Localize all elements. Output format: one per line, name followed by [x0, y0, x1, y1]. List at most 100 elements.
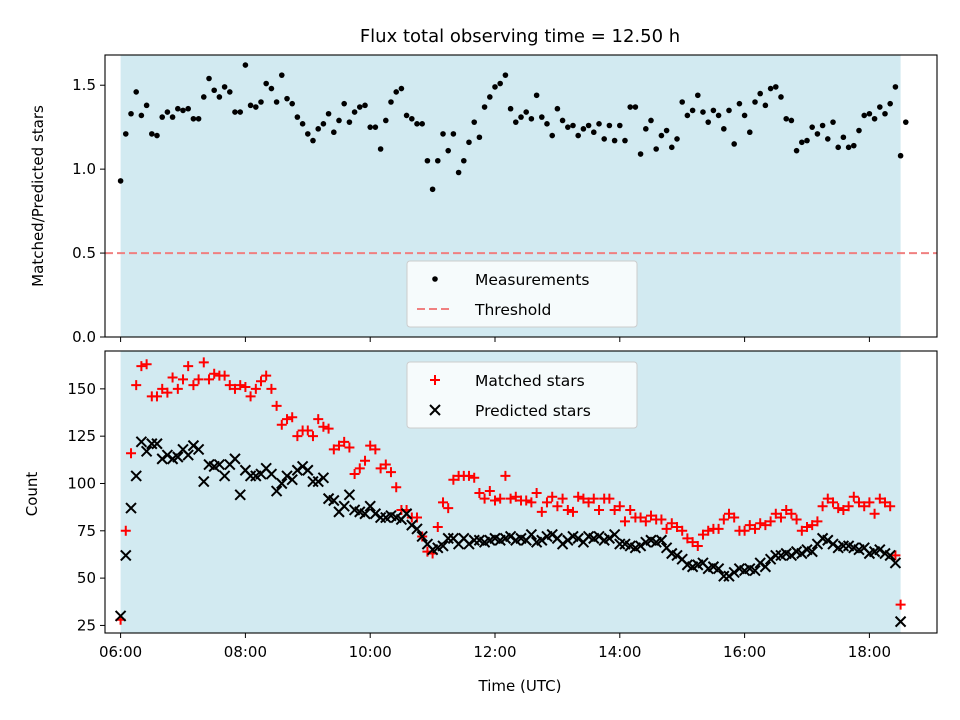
- data-point: [536, 506, 547, 517]
- data-point: [721, 126, 727, 132]
- data-point: [307, 475, 319, 488]
- data-point: [619, 516, 630, 527]
- data-point: [500, 470, 511, 481]
- data-point: [305, 131, 311, 137]
- data-point: [474, 487, 485, 498]
- data-point: [198, 475, 210, 488]
- data-point: [523, 109, 529, 115]
- y-tick-label: 0.5: [72, 244, 96, 262]
- data-point: [149, 131, 155, 137]
- data-point: [715, 112, 722, 119]
- data-point: [258, 99, 264, 105]
- data-point: [318, 421, 329, 432]
- data-point: [786, 508, 797, 519]
- data-point: [432, 522, 443, 533]
- data-point: [682, 533, 693, 544]
- data-point: [552, 501, 563, 512]
- data-point: [765, 516, 776, 527]
- data-point: [689, 107, 696, 114]
- data-point: [643, 126, 649, 132]
- data-point: [227, 89, 233, 95]
- data-point: [172, 383, 183, 394]
- data-point: [372, 124, 379, 130]
- data-point: [539, 114, 545, 120]
- data-point: [526, 497, 537, 508]
- legend-label: Measurements: [475, 271, 590, 289]
- data-point: [608, 528, 621, 541]
- data-point: [653, 146, 659, 152]
- data-point: [409, 115, 415, 122]
- data-point: [291, 464, 304, 476]
- data-point: [684, 112, 691, 119]
- data-point: [755, 518, 766, 529]
- data-point: [521, 495, 532, 506]
- measurements-series: [117, 62, 909, 193]
- data-point: [819, 122, 826, 129]
- data-point: [221, 84, 228, 90]
- data-point: [554, 105, 561, 112]
- data-point: [562, 504, 573, 515]
- data-point: [169, 114, 176, 120]
- y-tick-label: 150: [67, 380, 96, 398]
- data-point: [611, 137, 618, 144]
- data-point: [695, 92, 701, 99]
- data-point: [286, 473, 298, 486]
- data-point: [672, 522, 683, 533]
- data-point: [807, 520, 818, 531]
- data-point: [880, 497, 890, 508]
- data-point: [806, 545, 818, 558]
- y-tick-label: 50: [77, 569, 96, 587]
- data-point: [783, 115, 790, 122]
- legend-marker: [432, 276, 438, 282]
- legend-marker: [429, 404, 441, 416]
- data-point: [172, 451, 184, 463]
- data-point: [866, 110, 873, 117]
- data-point: [429, 186, 436, 193]
- data-point: [136, 361, 147, 372]
- data-point: [287, 412, 298, 423]
- data-point: [351, 109, 358, 115]
- data-point: [466, 139, 472, 146]
- data-point: [154, 132, 160, 139]
- data-point: [175, 105, 181, 112]
- data-point: [895, 599, 906, 610]
- legend-label: Predicted stars: [475, 402, 591, 420]
- data-point: [198, 357, 209, 368]
- data-point: [442, 532, 454, 545]
- data-point: [273, 99, 280, 105]
- data-point: [614, 538, 626, 550]
- data-point: [617, 122, 623, 129]
- data-point: [757, 90, 763, 97]
- data-point: [882, 110, 888, 117]
- data-point: [183, 361, 194, 372]
- data-point: [902, 119, 909, 125]
- data-point: [143, 102, 150, 109]
- data-point: [468, 534, 480, 546]
- data-point: [133, 89, 139, 95]
- data-point: [531, 487, 542, 498]
- data-point: [890, 550, 901, 561]
- data-point: [245, 391, 256, 402]
- data-point: [824, 136, 831, 142]
- data-point: [437, 540, 449, 552]
- data-point: [448, 474, 459, 485]
- data-point: [445, 147, 452, 154]
- data-point: [224, 380, 235, 391]
- data-point: [889, 557, 902, 569]
- legend: Matched stars Predicted stars: [406, 361, 638, 429]
- data-point: [190, 115, 197, 122]
- data-point: [596, 121, 602, 127]
- data-point: [461, 157, 467, 164]
- y-tick-label: 25: [77, 616, 96, 634]
- data-point: [317, 472, 330, 484]
- predicted-stars-series: [114, 436, 907, 628]
- data-point: [697, 529, 708, 540]
- data-point: [822, 534, 834, 546]
- data-point: [244, 470, 257, 482]
- data-point: [666, 518, 677, 529]
- data-point: [585, 122, 592, 129]
- data-point: [235, 380, 246, 391]
- data-point: [438, 497, 449, 508]
- data-point: [833, 503, 844, 514]
- data-point: [388, 99, 394, 105]
